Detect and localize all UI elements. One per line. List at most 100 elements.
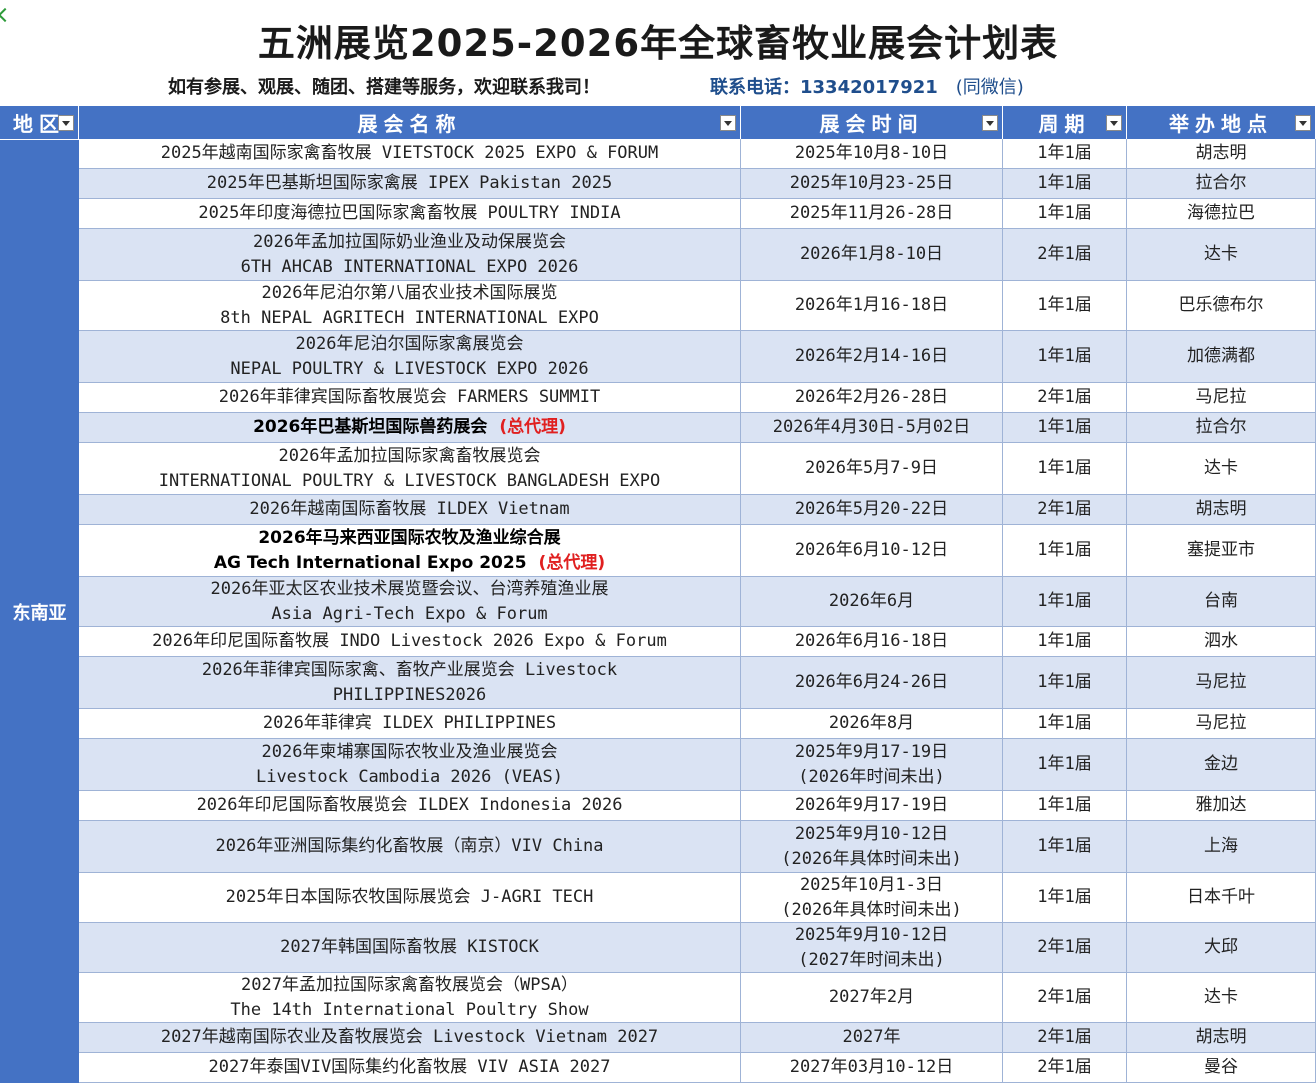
exhibition-location-cell[interactable]: 达卡 [1127, 973, 1316, 1023]
exhibition-time-cell[interactable]: 2025年10月23-25日 [741, 169, 1003, 199]
exhibition-period-cell[interactable]: 1年1届 [1003, 525, 1127, 577]
exhibition-time-cell[interactable]: 2026年5月20-22日 [741, 495, 1003, 525]
exhibition-period-cell[interactable]: 1年1届 [1003, 139, 1127, 169]
exhibition-name-cell[interactable]: 2025年日本国际农牧国际展览会 J-AGRI TECH [79, 873, 741, 923]
exhibition-location-cell[interactable]: 台南 [1127, 577, 1316, 627]
exhibition-location-cell[interactable]: 塞提亚市 [1127, 525, 1316, 577]
exhibition-location-cell[interactable]: 马尼拉 [1127, 709, 1316, 739]
exhibition-name-cell[interactable]: 2026年巴基斯坦国际兽药展会 (总代理) [79, 413, 741, 443]
exhibition-location-cell[interactable]: 加德满都 [1127, 331, 1316, 383]
exhibition-time-cell[interactable]: 2026年8月 [741, 709, 1003, 739]
exhibition-name-cell[interactable]: 2026年印尼国际畜牧展 INDO Livestock 2026 Expo & … [79, 627, 741, 657]
exhibition-time-cell[interactable]: 2026年6月10-12日 [741, 525, 1003, 577]
exhibition-time-cell[interactable]: 2025年11月26-28日 [741, 199, 1003, 229]
exhibition-time-cell[interactable]: 2025年9月17-19日 (2026年时间未出) [741, 739, 1003, 791]
exhibition-name-cell[interactable]: 2027年韩国国际畜牧展 KISTOCK [79, 923, 741, 973]
exhibition-period-cell[interactable]: 1年1届 [1003, 331, 1127, 383]
exhibition-time-cell[interactable]: 2026年9月17-19日 [741, 791, 1003, 821]
exhibition-name-cell[interactable]: 2026年柬埔寨国际农牧业及渔业展览会 Livestock Cambodia 20… [79, 739, 741, 791]
exhibition-time-cell[interactable]: 2026年1月8-10日 [741, 229, 1003, 281]
exhibition-name-cell[interactable]: 2026年马来西亚国际农牧及渔业综合展 AG Tech International… [79, 525, 741, 577]
exhibition-period-cell[interactable]: 1年1届 [1003, 199, 1127, 229]
exhibition-time-cell[interactable]: 2026年6月16-18日 [741, 627, 1003, 657]
exhibition-name-cell[interactable]: 2026年尼泊尔国际家禽展览会 NEPAL POULTRY & LIVESTOCK… [79, 331, 741, 383]
exhibition-period-cell[interactable]: 2年1届 [1003, 495, 1127, 525]
exhibition-period-cell[interactable]: 2年1届 [1003, 1053, 1127, 1083]
exhibition-location-cell[interactable]: 金边 [1127, 739, 1316, 791]
exhibition-period-cell[interactable]: 1年1届 [1003, 657, 1127, 709]
exhibition-location-cell[interactable]: 巴乐德布尔 [1127, 281, 1316, 331]
exhibition-name-cell[interactable]: 2027年泰国VIV国际集约化畜牧展 VIV ASIA 2027 [79, 1053, 741, 1083]
exhibition-name-cell[interactable]: 2026年菲律宾 ILDEX PHILIPPINES [79, 709, 741, 739]
exhibition-time-cell[interactable]: 2026年5月7-9日 [741, 443, 1003, 495]
exhibition-name-cell[interactable]: 2026年菲律宾国际畜牧展览会 FARMERS SUMMIT [79, 383, 741, 413]
exhibition-name-cell[interactable]: 2025年越南国际家禽畜牧展 VIETSTOCK 2025 EXPO & FOR… [79, 139, 741, 169]
exhibition-time-cell[interactable]: 2027年2月 [741, 973, 1003, 1023]
exhibition-name-cell[interactable]: 2026年孟加拉国际奶业渔业及动保展览会 6TH AHCAB INTERNATIO… [79, 229, 741, 281]
exhibition-name-cell[interactable]: 2027年越南国际农业及畜牧展览会 Livestock Vietnam 2027 [79, 1023, 741, 1053]
exhibition-period-cell[interactable]: 1年1届 [1003, 443, 1127, 495]
exhibition-name-cell[interactable]: 2026年亚太区农业技术展览暨会议、台湾养殖渔业展 Asia Agri-Tech … [79, 577, 741, 627]
exhibition-time-cell[interactable]: 2025年10月1-3日 (2026年具体时间未出) [741, 873, 1003, 923]
exhibition-time-cell[interactable]: 2025年9月10-12日 (2027年时间未出) [741, 923, 1003, 973]
exhibition-time-cell[interactable]: 2026年1月16-18日 [741, 281, 1003, 331]
exhibition-period-cell[interactable]: 1年1届 [1003, 413, 1127, 443]
exhibition-time-cell[interactable]: 2026年2月26-28日 [741, 383, 1003, 413]
exhibition-period-cell[interactable]: 2年1届 [1003, 383, 1127, 413]
exhibition-time-cell[interactable]: 2026年2月14-16日 [741, 331, 1003, 383]
exhibition-location-cell[interactable]: 日本千叶 [1127, 873, 1316, 923]
filter-dropdown-icon[interactable] [1106, 115, 1122, 131]
exhibition-location-cell[interactable]: 海德拉巴 [1127, 199, 1316, 229]
exhibition-period-cell[interactable]: 1年1届 [1003, 169, 1127, 199]
exhibition-location-cell[interactable]: 大邱 [1127, 923, 1316, 973]
exhibition-location-cell[interactable]: 上海 [1127, 821, 1316, 873]
exhibition-time-cell[interactable]: 2025年10月8-10日 [741, 139, 1003, 169]
header-name[interactable]: 展会名称 [79, 106, 741, 139]
exhibition-period-cell[interactable]: 1年1届 [1003, 709, 1127, 739]
exhibition-location-cell[interactable]: 达卡 [1127, 229, 1316, 281]
exhibition-time-cell[interactable]: 2026年6月24-26日 [741, 657, 1003, 709]
exhibition-location-cell[interactable]: 拉合尔 [1127, 169, 1316, 199]
filter-dropdown-icon[interactable] [1295, 115, 1311, 131]
exhibition-location-cell[interactable]: 拉合尔 [1127, 413, 1316, 443]
filter-dropdown-icon[interactable] [720, 115, 736, 131]
exhibition-location-cell[interactable]: 马尼拉 [1127, 383, 1316, 413]
exhibition-name-cell[interactable]: 2026年印尼国际畜牧展览会 ILDEX Indonesia 2026 [79, 791, 741, 821]
exhibition-period-cell[interactable]: 1年1届 [1003, 873, 1127, 923]
exhibition-period-cell[interactable]: 2年1届 [1003, 1023, 1127, 1053]
exhibition-location-cell[interactable]: 雅加达 [1127, 791, 1316, 821]
exhibition-time-cell[interactable]: 2025年9月10-12日 (2026年具体时间未出) [741, 821, 1003, 873]
exhibition-location-cell[interactable]: 泗水 [1127, 627, 1316, 657]
header-period[interactable]: 周期 [1003, 106, 1127, 139]
exhibition-period-cell[interactable]: 1年1届 [1003, 791, 1127, 821]
region-cell[interactable]: 东南亚 [0, 139, 79, 1083]
exhibition-period-cell[interactable]: 1年1届 [1003, 739, 1127, 791]
exhibition-location-cell[interactable]: 马尼拉 [1127, 657, 1316, 709]
exhibition-period-cell[interactable]: 1年1届 [1003, 577, 1127, 627]
exhibition-time-cell[interactable]: 2027年03月10-12日 [741, 1053, 1003, 1083]
exhibition-location-cell[interactable]: 胡志明 [1127, 1023, 1316, 1053]
exhibition-time-cell[interactable]: 2027年 [741, 1023, 1003, 1053]
exhibition-time-cell[interactable]: 2026年4月30日-5月02日 [741, 413, 1003, 443]
exhibition-period-cell[interactable]: 1年1届 [1003, 281, 1127, 331]
filter-dropdown-icon[interactable] [982, 115, 998, 131]
exhibition-period-cell[interactable]: 1年1届 [1003, 821, 1127, 873]
exhibition-location-cell[interactable]: 达卡 [1127, 443, 1316, 495]
exhibition-name-cell[interactable]: 2026年越南国际畜牧展 ILDEX Vietnam [79, 495, 741, 525]
exhibition-period-cell[interactable]: 2年1届 [1003, 923, 1127, 973]
exhibition-location-cell[interactable]: 曼谷 [1127, 1053, 1316, 1083]
exhibition-name-cell[interactable]: 2026年尼泊尔第八届农业技术国际展览 8th NEPAL AGRITECH IN… [79, 281, 741, 331]
header-region[interactable]: 地区 [0, 106, 79, 139]
exhibition-period-cell[interactable]: 2年1届 [1003, 973, 1127, 1023]
exhibition-time-cell[interactable]: 2026年6月 [741, 577, 1003, 627]
exhibition-name-cell[interactable]: 2025年印度海德拉巴国际家禽畜牧展 POULTRY INDIA [79, 199, 741, 229]
exhibition-name-cell[interactable]: 2026年孟加拉国际家禽畜牧展览会 INTERNATIONAL POULTRY &… [79, 443, 741, 495]
exhibition-name-cell[interactable]: 2026年亚洲国际集约化畜牧展（南京）VIV China [79, 821, 741, 873]
header-location[interactable]: 举办地点 [1127, 106, 1316, 139]
exhibition-name-cell[interactable]: 2026年菲律宾国际家禽、畜牧产业展览会 Livestock PHILIPPINE… [79, 657, 741, 709]
exhibition-location-cell[interactable]: 胡志明 [1127, 139, 1316, 169]
filter-dropdown-icon[interactable] [58, 115, 74, 131]
header-time[interactable]: 展会时间 [741, 106, 1003, 139]
exhibition-name-cell[interactable]: 2027年孟加拉国际家禽畜牧展览会（WPSA） The 14th Internat… [79, 973, 741, 1023]
exhibition-location-cell[interactable]: 胡志明 [1127, 495, 1316, 525]
